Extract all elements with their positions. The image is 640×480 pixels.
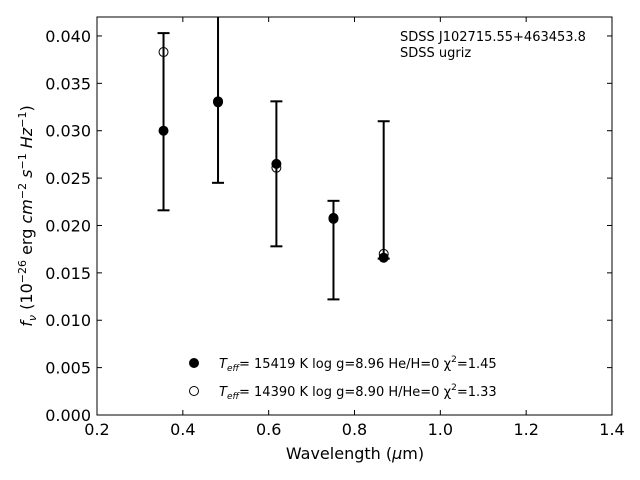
x-tick-label: 0.6 bbox=[256, 420, 281, 439]
legend-open-marker bbox=[189, 386, 199, 396]
x-tick-label: 0.8 bbox=[342, 420, 367, 439]
legend-entry-open: Teff= 14390 K log g=8.90 H/He=0 χ2=1.33 bbox=[219, 383, 497, 402]
plot-area bbox=[96, 16, 613, 416]
filter-set-annotation: SDSS ugriz bbox=[400, 46, 471, 61]
open-marker-point bbox=[158, 47, 169, 58]
filled-marker-point bbox=[158, 125, 169, 136]
y-axis-title: fν (10−26 erg cm−2 s−1 Hz−1) bbox=[16, 105, 39, 326]
data-markers bbox=[158, 47, 389, 263]
y-tick-label: 0.035 bbox=[45, 74, 91, 93]
open-marker-point bbox=[328, 213, 339, 224]
y-axis-ticks: 0.000 0.005 0.010 0.015 0.020 0.025 0.030 0.035… bbox=[45, 27, 612, 425]
legend-filled-marker bbox=[189, 358, 199, 368]
open-marker-point bbox=[271, 162, 282, 173]
error-bars bbox=[157, 17, 390, 301]
legend: Teff= 15419 K log g=8.96 He/H=0 χ2=1.45 … bbox=[189, 355, 497, 402]
y-tick-label: 0.000 bbox=[45, 406, 91, 425]
y-tick-label: 0.005 bbox=[45, 359, 91, 378]
x-tick-label: 1.4 bbox=[599, 420, 624, 439]
y-tick-label: 0.030 bbox=[45, 122, 91, 141]
x-tick-label: 0.2 bbox=[84, 420, 109, 439]
open-marker-point bbox=[378, 248, 389, 259]
x-tick-label: 0.4 bbox=[170, 420, 195, 439]
x-axis-title: Wavelength (μm) bbox=[286, 444, 424, 463]
y-tick-label: 0.015 bbox=[45, 264, 91, 283]
y-tick-label: 0.020 bbox=[45, 216, 91, 235]
x-axis-ticks: 0.2 0.4 0.6 0.8 1.0 1.2 1.4 bbox=[84, 17, 625, 439]
x-tick-label: 1.2 bbox=[513, 420, 538, 439]
filled-marker-point bbox=[271, 158, 282, 169]
y-tick-label: 0.040 bbox=[45, 27, 91, 46]
x-tick-label: 1.0 bbox=[428, 420, 453, 439]
filled-marker-point bbox=[378, 252, 389, 263]
legend-entry-filled: Teff= 15419 K log g=8.96 He/H=0 χ2=1.45 bbox=[219, 355, 497, 374]
object-name-annotation: SDSS J102715.55+463453.8 bbox=[400, 30, 586, 45]
y-tick-label: 0.010 bbox=[45, 311, 91, 330]
y-tick-label: 0.025 bbox=[45, 169, 91, 188]
open-marker-point bbox=[213, 97, 224, 108]
